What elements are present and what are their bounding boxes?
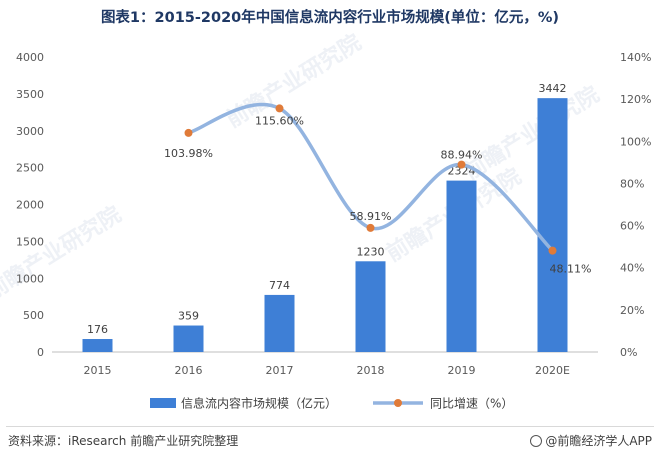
watermark-text: 前瞻产业研究院	[459, 81, 603, 185]
chart-title: 图表1：2015-2020年中国信息流内容行业市场规模(单位：亿元，%)	[100, 10, 560, 26]
bar	[264, 294, 295, 352]
growth-value-label: 88.94%	[441, 149, 483, 162]
right-axis-tick-label: 20%	[620, 304, 644, 317]
watermark-text: 前瞻产业研究院	[0, 201, 126, 305]
left-axis-tick-label: 1000	[16, 272, 44, 285]
bar-value-label: 774	[269, 279, 290, 292]
right-axis-tick-label: 40%	[620, 262, 644, 275]
x-axis-tick-label: 2016	[175, 364, 203, 377]
right-axis-tick-label: 60%	[620, 220, 644, 233]
bar	[537, 98, 568, 352]
legend-bar-label: 信息流内容市场规模（亿元）	[181, 396, 337, 411]
growth-value-label: 58.91%	[350, 210, 392, 223]
x-axis-tick-label: 2020E	[535, 364, 570, 377]
growth-point	[275, 104, 284, 113]
growth-point	[548, 246, 557, 255]
x-axis-tick-label: 2017	[266, 364, 294, 377]
legend: 信息流内容市场规模（亿元） 同比增速（%）	[150, 396, 513, 411]
left-axis-tick-label: 4000	[16, 51, 44, 64]
right-axis-tick-label: 100%	[620, 135, 651, 148]
brand-logo-icon	[530, 435, 543, 447]
x-axis-tick-label: 2018	[357, 364, 385, 377]
x-axis-tick-label: 2015	[84, 364, 112, 377]
line-data-labels: 103.98% 115.60% 58.91% 88.94% 48.11%	[164, 114, 591, 275]
left-axis-tick-label: 2000	[16, 199, 44, 212]
growth-point	[184, 128, 193, 137]
right-axis-tick-label: 140%	[620, 51, 651, 64]
bar-value-label: 359	[178, 310, 199, 323]
x-axis-labels: 2015 2016 2017 2018 2019 2020E	[84, 364, 571, 377]
bar	[355, 261, 386, 352]
bar	[82, 339, 113, 352]
growth-point	[366, 223, 375, 232]
bar	[446, 180, 477, 352]
growth-value-label: 48.11%	[550, 263, 592, 276]
brand-label: @前瞻经济学人APP	[545, 434, 652, 448]
footer-divider	[6, 426, 654, 427]
left-axis-tick-label: 500	[23, 309, 44, 322]
bar-value-label: 3442	[539, 82, 567, 95]
legend-line-marker	[394, 399, 402, 407]
right-axis-tick-label: 120%	[620, 93, 651, 106]
bar	[173, 325, 204, 352]
growth-value-label: 115.60%	[255, 114, 304, 127]
right-axis-tick-label: 80%	[620, 177, 644, 190]
legend-line-label: 同比增速（%）	[430, 397, 513, 411]
right-axis: 0% 20% 40% 60% 80% 100% 120% 140%	[620, 51, 651, 359]
growth-point	[457, 160, 466, 169]
left-axis: 0 500 1000 1500 2000 2500 3000 3500 4000	[16, 51, 44, 359]
legend-bar-swatch	[150, 398, 176, 408]
line-series	[184, 102, 557, 255]
left-axis-tick-label: 3000	[16, 125, 44, 138]
source-note: 资料来源：iResearch 前瞻产业研究院整理	[8, 434, 239, 448]
bar-series	[82, 98, 568, 352]
watermark-layer: 前瞻产业研究院前瞻产业研究院前瞻产业研究院前瞻产业研究院	[0, 29, 604, 305]
bar-value-label: 176	[87, 323, 108, 336]
left-axis-tick-label: 0	[37, 346, 44, 359]
bar-value-label: 1230	[357, 245, 385, 258]
brand-credit: @前瞻经济学人APP	[530, 432, 652, 449]
x-axis-tick-label: 2019	[448, 364, 476, 377]
left-axis-tick-label: 2500	[16, 162, 44, 175]
growth-value-label: 103.98%	[164, 147, 213, 160]
left-axis-tick-label: 3500	[16, 88, 44, 101]
right-axis-tick-label: 0%	[620, 346, 637, 359]
left-axis-tick-label: 1500	[16, 235, 44, 248]
